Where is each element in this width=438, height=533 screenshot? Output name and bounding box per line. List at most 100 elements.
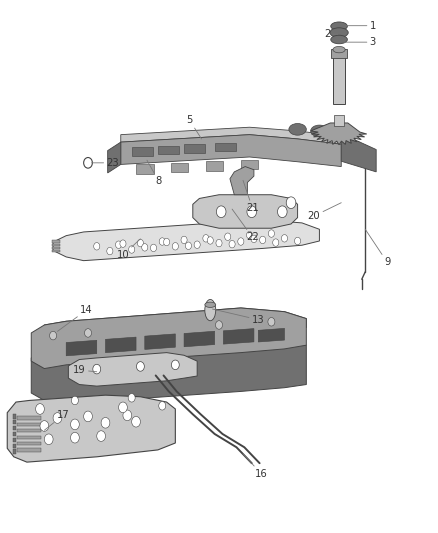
FancyBboxPatch shape <box>215 143 236 151</box>
Polygon shape <box>53 220 319 261</box>
Polygon shape <box>193 195 297 228</box>
FancyBboxPatch shape <box>13 443 15 448</box>
Polygon shape <box>44 308 306 337</box>
Circle shape <box>119 402 127 413</box>
Text: 19: 19 <box>73 365 97 375</box>
Polygon shape <box>7 395 175 462</box>
Circle shape <box>40 421 49 431</box>
FancyBboxPatch shape <box>17 416 41 419</box>
FancyBboxPatch shape <box>334 115 344 126</box>
Circle shape <box>53 413 62 423</box>
Circle shape <box>282 235 288 242</box>
Polygon shape <box>223 328 254 344</box>
Polygon shape <box>230 166 254 195</box>
Circle shape <box>93 365 101 374</box>
Text: 13: 13 <box>212 309 265 325</box>
Text: 5: 5 <box>187 115 201 139</box>
Circle shape <box>128 393 135 402</box>
Text: 21: 21 <box>243 180 259 213</box>
FancyBboxPatch shape <box>17 435 41 439</box>
Circle shape <box>247 206 257 217</box>
FancyBboxPatch shape <box>17 442 41 445</box>
FancyBboxPatch shape <box>13 432 15 436</box>
Circle shape <box>268 318 275 326</box>
Text: 3: 3 <box>344 37 376 47</box>
Circle shape <box>71 419 79 430</box>
Circle shape <box>159 401 166 410</box>
Polygon shape <box>184 331 215 347</box>
Polygon shape <box>31 308 306 368</box>
Text: 16: 16 <box>243 454 268 479</box>
Circle shape <box>85 329 92 337</box>
FancyBboxPatch shape <box>13 438 15 442</box>
Polygon shape <box>258 328 285 342</box>
Circle shape <box>49 332 57 340</box>
Circle shape <box>71 396 78 405</box>
Circle shape <box>94 243 100 250</box>
Circle shape <box>132 416 141 427</box>
Polygon shape <box>31 335 306 403</box>
Ellipse shape <box>332 127 350 139</box>
Circle shape <box>203 235 209 242</box>
Circle shape <box>251 235 257 243</box>
Circle shape <box>181 236 187 244</box>
Polygon shape <box>311 123 367 145</box>
Text: 10: 10 <box>117 239 141 260</box>
Polygon shape <box>121 127 359 147</box>
Text: 1: 1 <box>346 21 376 31</box>
Circle shape <box>260 236 266 244</box>
Ellipse shape <box>311 125 328 137</box>
FancyBboxPatch shape <box>52 240 60 243</box>
Circle shape <box>71 432 79 443</box>
Ellipse shape <box>205 302 216 308</box>
Circle shape <box>120 240 126 247</box>
Text: 17: 17 <box>44 410 69 430</box>
FancyBboxPatch shape <box>13 420 15 424</box>
Polygon shape <box>66 340 97 356</box>
Circle shape <box>294 237 300 245</box>
Ellipse shape <box>331 22 347 30</box>
FancyBboxPatch shape <box>331 49 347 58</box>
Circle shape <box>129 246 135 253</box>
Circle shape <box>44 434 53 445</box>
Circle shape <box>247 231 253 239</box>
Polygon shape <box>68 353 197 386</box>
Circle shape <box>101 417 110 428</box>
Text: 14: 14 <box>57 305 93 332</box>
Ellipse shape <box>331 35 347 44</box>
Circle shape <box>84 411 92 422</box>
Circle shape <box>225 233 231 240</box>
Circle shape <box>229 240 235 248</box>
Circle shape <box>163 238 170 246</box>
Polygon shape <box>108 142 121 173</box>
Circle shape <box>278 206 287 217</box>
Circle shape <box>238 238 244 245</box>
Text: 8: 8 <box>147 160 162 187</box>
Ellipse shape <box>333 46 345 53</box>
FancyBboxPatch shape <box>206 161 223 171</box>
Circle shape <box>142 244 148 251</box>
Circle shape <box>286 197 296 208</box>
FancyBboxPatch shape <box>52 247 60 249</box>
Circle shape <box>268 230 275 237</box>
FancyBboxPatch shape <box>132 148 152 156</box>
FancyBboxPatch shape <box>184 144 205 153</box>
Circle shape <box>185 242 191 249</box>
Circle shape <box>138 239 144 247</box>
FancyBboxPatch shape <box>52 244 60 246</box>
Circle shape <box>84 158 92 168</box>
Text: 20: 20 <box>307 203 341 221</box>
Text: 2: 2 <box>324 29 338 39</box>
Circle shape <box>159 238 165 245</box>
Circle shape <box>172 243 178 250</box>
Polygon shape <box>341 136 376 172</box>
FancyBboxPatch shape <box>13 449 15 454</box>
Text: 9: 9 <box>365 229 390 267</box>
FancyBboxPatch shape <box>17 448 41 451</box>
Circle shape <box>137 362 145 371</box>
Polygon shape <box>121 135 341 166</box>
Circle shape <box>150 244 156 252</box>
FancyBboxPatch shape <box>241 160 258 169</box>
Text: 22: 22 <box>232 209 259 243</box>
FancyBboxPatch shape <box>13 414 15 418</box>
